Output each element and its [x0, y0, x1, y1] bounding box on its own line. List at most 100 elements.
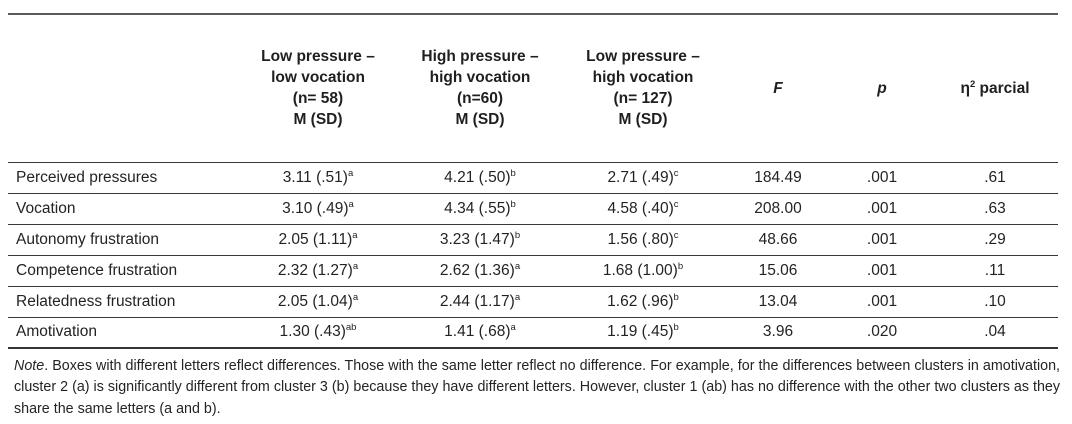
table-note: Note. Boxes with different letters refle…: [14, 356, 1060, 420]
mean-sd-value: 1.19 (.45): [607, 323, 674, 341]
cluster-letter: b: [677, 260, 684, 272]
p-value-cell: .001: [832, 286, 932, 318]
cluster-letter: c: [673, 229, 679, 241]
eta-squared-cell: .11: [932, 255, 1058, 287]
cluster-letter: a: [352, 291, 359, 303]
row-label: Amotivation: [16, 323, 97, 341]
cluster-letter: a: [510, 322, 516, 334]
cluster-letter: a: [514, 260, 521, 272]
column-header-cluster1: Low pressure – low vocation (n= 58) M (S…: [238, 14, 398, 163]
mean-sd-cell: 4.21 (.50)b: [398, 162, 562, 194]
row-label: Relatedness frustration: [8, 286, 238, 318]
mean-sd-cell: 1.62 (.96)b: [562, 286, 724, 318]
mean-sd-cell: 1.68 (1.00)b: [562, 255, 724, 287]
p-value-cell: .020: [866, 323, 898, 341]
cluster-letter: b: [673, 322, 679, 334]
mean-sd-value: 3.23 (1.47): [439, 230, 515, 248]
table-row: Autonomy frustration 2.05 (1.11)a 3.23 (…: [8, 224, 1058, 256]
cluster-letter: a: [348, 198, 354, 210]
f-value-cell: 208.00: [724, 193, 832, 225]
mean-sd-cell: 2.05 (1.04)a: [238, 286, 398, 318]
p-value-cell: .001: [832, 255, 932, 287]
mean-sd-value: 1.56 (.80): [607, 230, 674, 248]
column-header-cluster3: Low pressure – high vocation (n= 127) M …: [562, 14, 724, 163]
row-label: Autonomy frustration: [8, 224, 238, 256]
mean-sd-cell: 3.11 (.51)a: [238, 162, 398, 194]
column-header-eta-squared: η2 parcial: [932, 14, 1058, 163]
column-header-empty: [8, 14, 238, 163]
mean-sd-cell: 3.23 (1.47)b: [398, 224, 562, 256]
f-value-cell: 48.66: [724, 224, 832, 256]
table-row: Amotivation 1.30 (.43)ab 1.41 (.68)a 1.1…: [8, 317, 1058, 348]
cluster-letter: c: [673, 198, 679, 210]
cluster-letter: a: [514, 291, 521, 303]
eta-squared-cell: .61: [932, 162, 1058, 194]
p-value-cell: .001: [832, 224, 932, 256]
mean-sd-cell: 2.62 (1.36)a: [398, 255, 562, 287]
column-header-p: p: [832, 14, 932, 163]
mean-sd-value: 3.10 (.49): [282, 199, 349, 217]
mean-sd-value: 3.11 (.51): [282, 168, 348, 186]
mean-sd-cell: 4.34 (.55)b: [398, 193, 562, 225]
mean-sd-value: 2.32 (1.27): [277, 261, 353, 279]
table-row: Perceived pressures 3.11 (.51)a 4.21 (.5…: [8, 162, 1058, 194]
mean-sd-cell: 1.56 (.80)c: [562, 224, 724, 256]
mean-sd-value: 2.44 (1.17): [439, 292, 515, 310]
table-row: Competence frustration 2.32 (1.27)a 2.62…: [8, 255, 1058, 287]
mean-sd-value: 2.05 (1.11): [278, 230, 353, 248]
row-label: Competence frustration: [8, 255, 238, 287]
table-header-row: Low pressure – low vocation (n= 58) M (S…: [8, 14, 1058, 163]
p-value-cell: .001: [832, 162, 932, 194]
f-value-cell: 3.96: [762, 323, 794, 341]
header-line: (n= 127): [613, 90, 673, 108]
mean-sd-cell: 1.19 (.45)b: [562, 317, 724, 348]
mean-sd-value: 1.62 (.96): [607, 292, 674, 310]
cluster-letter: a: [347, 167, 354, 179]
mean-sd-value: 4.34 (.55): [444, 199, 511, 217]
note-label: Note: [14, 358, 45, 374]
header-line: M (SD): [455, 111, 505, 129]
eta-squared-cell: .29: [932, 224, 1058, 256]
header-line: (n=60): [456, 90, 504, 108]
mean-sd-value: 4.21 (.50): [444, 168, 511, 186]
column-header-cluster2: High pressure – high vocation (n=60) M (…: [398, 14, 562, 163]
header-line: high vocation: [592, 69, 694, 87]
eta-symbol: η: [960, 79, 970, 97]
cluster-letter: a: [352, 229, 358, 241]
mean-sd-value: 2.71 (.49): [607, 168, 674, 186]
header-line: M (SD): [618, 111, 668, 129]
mean-sd-value: 1.41 (.68): [444, 323, 511, 341]
column-header-f: F: [724, 14, 832, 163]
header-line: M (SD): [293, 111, 343, 129]
eta-squared-cell: .63: [932, 193, 1058, 225]
note-text: . Boxes with different letters reflect d…: [14, 358, 1060, 417]
table-row: Vocation 3.10 (.49)a 4.34 (.55)b 4.58 (.…: [8, 193, 1058, 225]
mean-sd-value: 1.30 (.43): [279, 323, 346, 341]
mean-sd-value: 2.62 (1.36): [439, 261, 515, 279]
eta-squared-cell: .04: [984, 323, 1006, 341]
cluster-letter: a: [352, 260, 359, 272]
results-table-container: Low pressure – low vocation (n= 58) M (S…: [8, 13, 1058, 349]
f-value-cell: 15.06: [724, 255, 832, 287]
p-value-cell: .001: [832, 193, 932, 225]
cluster-letter: c: [673, 167, 679, 179]
mean-sd-cell: 2.32 (1.27)a: [238, 255, 398, 287]
mean-sd-cell: 3.10 (.49)a: [238, 193, 398, 225]
eta-label-rest: parcial: [975, 79, 1030, 97]
header-line: Low pressure –: [586, 48, 700, 66]
results-table: Low pressure – low vocation (n= 58) M (S…: [8, 13, 1058, 349]
table-row: Relatedness frustration 2.05 (1.04)a 2.4…: [8, 286, 1058, 318]
mean-sd-value: 4.58 (.40): [607, 199, 674, 217]
row-label: Perceived pressures: [8, 162, 238, 194]
mean-sd-cell: 2.44 (1.17)a: [398, 286, 562, 318]
cluster-letter: b: [510, 198, 516, 210]
header-line: Low pressure –: [261, 48, 375, 66]
eta-squared-cell: .10: [932, 286, 1058, 318]
mean-sd-cell: 1.41 (.68)a: [398, 317, 562, 348]
mean-sd-cell: 1.30 (.43)ab: [238, 317, 398, 348]
header-line: High pressure –: [421, 48, 539, 66]
f-value-cell: 184.49: [724, 162, 832, 194]
cluster-letter: b: [510, 167, 516, 179]
mean-sd-value: 2.05 (1.04): [277, 292, 353, 310]
row-label: Vocation: [8, 193, 238, 225]
